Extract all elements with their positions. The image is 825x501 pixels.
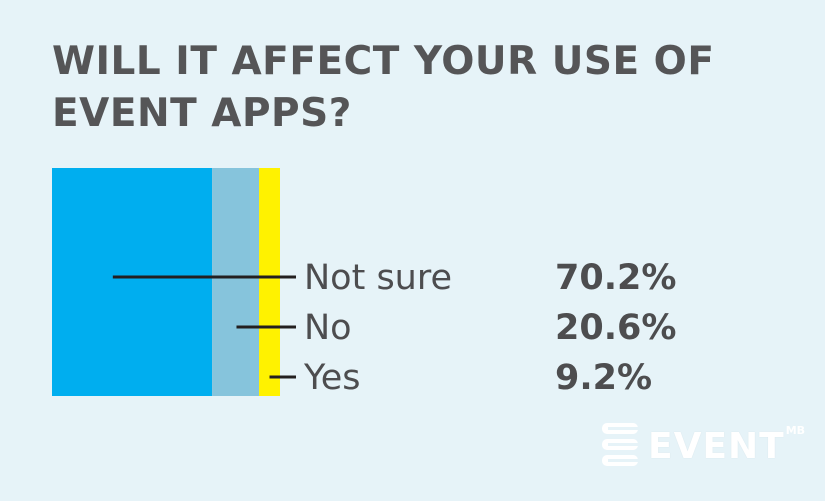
- category-label-not-sure: Not sure: [304, 258, 452, 298]
- value-label-no: 20.6%: [555, 308, 676, 348]
- eventmb-logo: EVENT MB: [600, 418, 805, 474]
- bar-segments: [52, 168, 280, 396]
- leader-lines: [112, 275, 296, 379]
- bar-segment-not-sure: [52, 168, 213, 396]
- category-label-no: No: [304, 308, 352, 348]
- value-labels: 70.2% 20.6% 9.2%: [555, 258, 676, 398]
- bar-segment-yes: [259, 168, 280, 396]
- logo-text: EVENT: [648, 425, 785, 467]
- value-label-not-sure: 70.2%: [555, 258, 676, 298]
- value-label-yes: 9.2%: [555, 358, 652, 398]
- logo-superscript: MB: [785, 424, 806, 437]
- category-labels: Not sure No Yes: [303, 258, 452, 398]
- chart-title: WILL IT AFFECT YOUR USE OF EVENT APPS?: [52, 39, 715, 136]
- category-label-yes: Yes: [303, 358, 361, 398]
- bar-segment-no: [212, 168, 260, 396]
- eventmb-logo-icon: [602, 423, 638, 466]
